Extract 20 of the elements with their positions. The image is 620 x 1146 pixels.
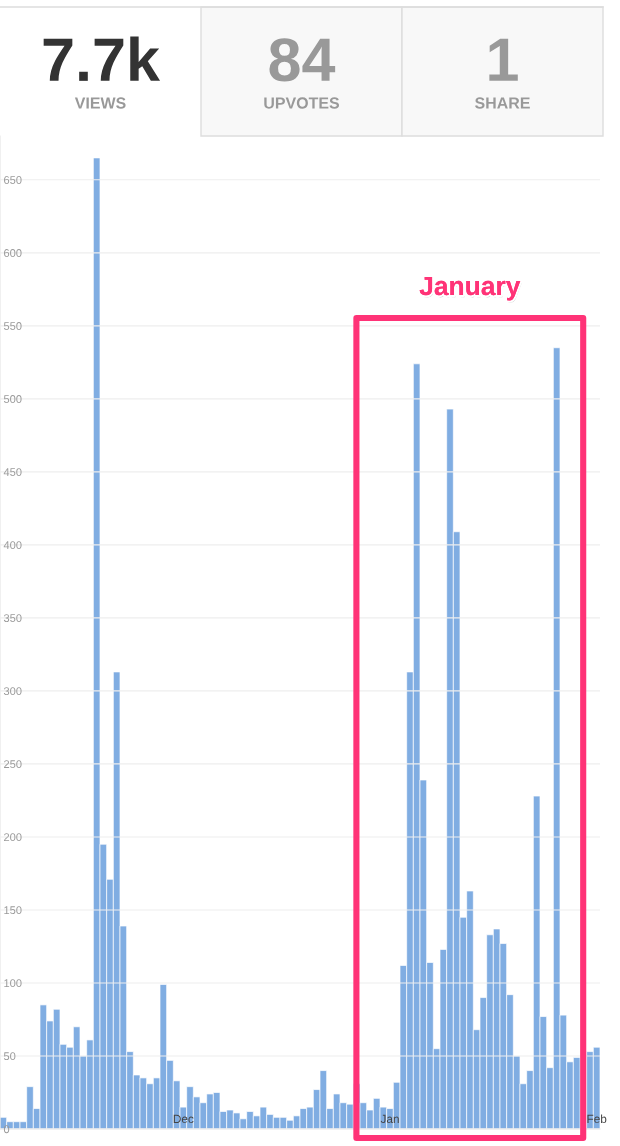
y-tick-label: 450: [3, 468, 22, 476]
text: UPVOTES: [264, 97, 340, 109]
y-tick-label: 500: [3, 395, 22, 403]
y-tick-label: 400: [3, 541, 22, 550]
text: 7.7k: [43, 36, 161, 81]
y-tick-label: 550: [3, 322, 22, 330]
text: 1: [489, 38, 518, 81]
annotation: January: [419, 276, 522, 303]
y-tick-label: 650: [4, 176, 22, 184]
text: VIEWS: [74, 97, 126, 109]
y-tick-label: 300: [3, 687, 22, 696]
y-tick-label: 250: [4, 760, 22, 769]
y-tick-label: 100: [4, 979, 22, 988]
y-tick-label: 200: [4, 833, 22, 842]
y-tick-label: 150: [4, 906, 22, 915]
y-tick-label: 600: [4, 249, 22, 257]
text: SHARE: [475, 97, 530, 109]
text: 84: [269, 38, 336, 82]
y-tick-label: 350: [3, 614, 22, 623]
y-tick-label: 50: [3, 1052, 16, 1061]
